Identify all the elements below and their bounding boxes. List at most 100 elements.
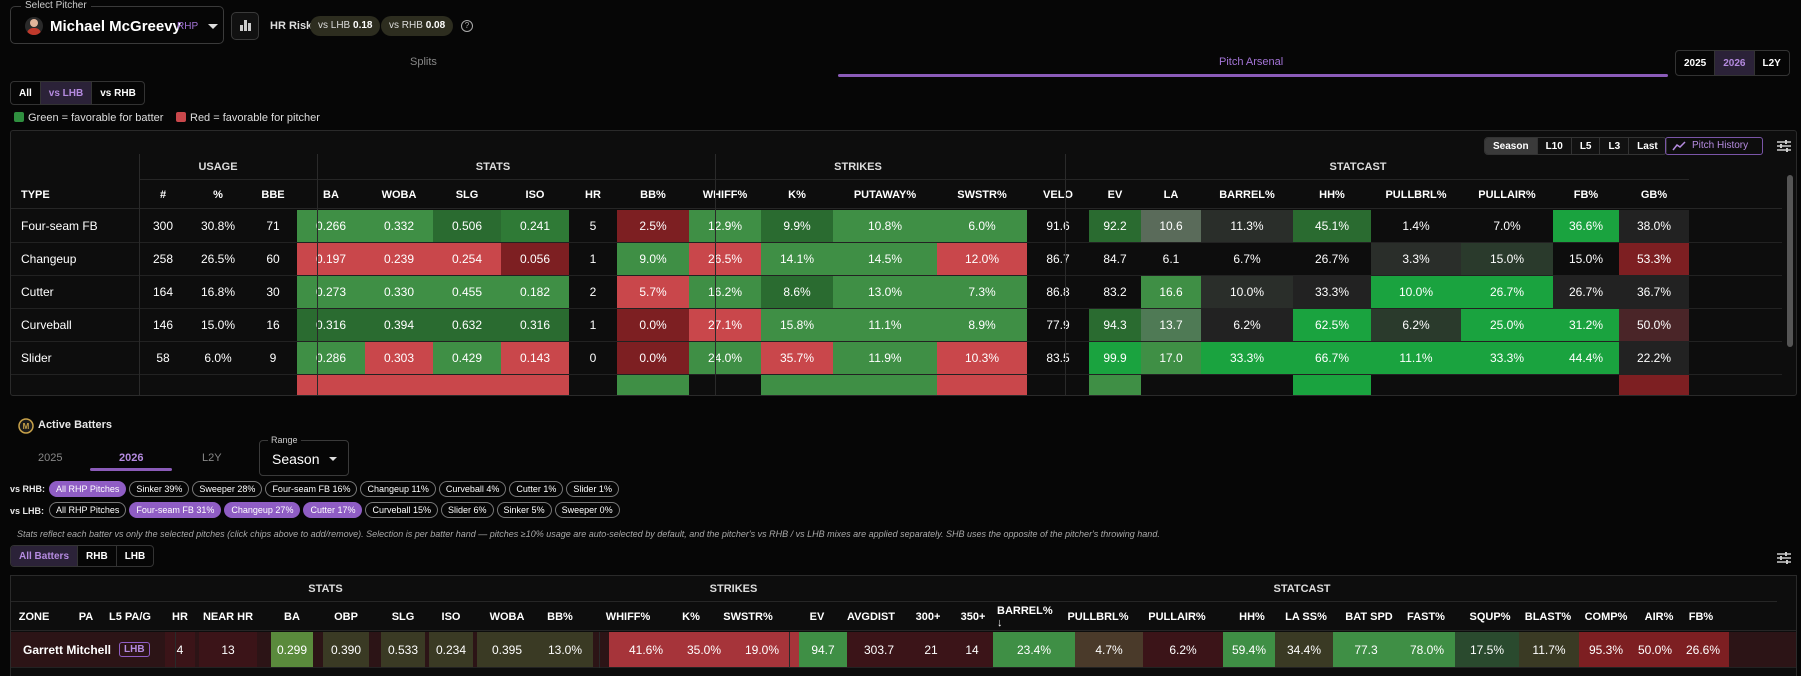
- column-header[interactable]: GB%: [1640, 188, 1668, 201]
- vs-rhb-chip[interactable]: Sweeper 28%: [192, 481, 263, 497]
- column-header[interactable]: PUTAWAY%: [853, 188, 917, 201]
- vs-lhb-chip[interactable]: Changeup 27%: [224, 502, 301, 518]
- column-header[interactable]: BBE: [261, 188, 285, 201]
- settings-sliders-icon[interactable]: [1777, 139, 1791, 153]
- column-header[interactable]: SWSTR%: [957, 188, 1007, 201]
- batter-row[interactable]: Garrett Mitchell LHB 4 13 0.299 0.390 0.533 0.2…: [11, 632, 1796, 668]
- period-l10[interactable]: L10: [1538, 138, 1572, 154]
- filter-vs-rhb[interactable]: vs RHB: [100, 87, 136, 99]
- column-header[interactable]: FB%: [1573, 188, 1599, 201]
- column-header[interactable]: TYPE: [21, 188, 50, 201]
- batters-column-header[interactable]: K%: [682, 610, 700, 623]
- column-header[interactable]: K%: [788, 188, 806, 201]
- year-2026[interactable]: 2026: [1715, 51, 1755, 75]
- vs-rhb-chip[interactable]: Curveball 4%: [438, 481, 507, 497]
- batters-column-header[interactable]: SLG: [391, 610, 415, 623]
- batters-column-header[interactable]: BB%: [547, 610, 573, 623]
- filter-all-batters[interactable]: All Batters: [11, 546, 79, 566]
- period-l5[interactable]: L5: [1572, 138, 1601, 154]
- batters-column-header[interactable]: BAT SPD: [1345, 610, 1393, 623]
- batters-year-2026[interactable]: 2026: [119, 452, 144, 464]
- column-header[interactable]: WOBA: [381, 188, 417, 201]
- column-header[interactable]: LA: [1163, 188, 1179, 201]
- batters-column-header[interactable]: ZONE: [18, 610, 50, 623]
- vs-lhb-chip[interactable]: Sinker 5%: [496, 502, 552, 518]
- column-header[interactable]: HH%: [1319, 188, 1345, 201]
- column-header[interactable]: #: [159, 188, 167, 201]
- period-season[interactable]: Season: [1485, 138, 1538, 154]
- batters-year-l2y[interactable]: L2Y: [202, 452, 222, 464]
- batters-column-header[interactable]: LA SS%: [1285, 610, 1327, 623]
- pitcher-select[interactable]: Select Pitcher Michael McGreevy RHP: [10, 0, 224, 44]
- batters-column-header[interactable]: EV: [809, 610, 825, 623]
- batters-column-header[interactable]: FAST%: [1407, 610, 1445, 623]
- tab-splits[interactable]: Splits: [410, 56, 437, 68]
- column-header[interactable]: BARREL%: [1219, 188, 1275, 201]
- vs-lhb-chip[interactable]: Sweeper 0%: [554, 502, 620, 518]
- help-icon[interactable]: ?: [461, 20, 473, 32]
- column-header[interactable]: EV: [1107, 188, 1123, 201]
- batters-column-header[interactable]: PA: [78, 610, 94, 623]
- batters-column-header[interactable]: FB%: [1688, 610, 1714, 623]
- filter-rhb[interactable]: RHB: [78, 546, 117, 566]
- vs-lhb-chip[interactable]: Slider 6%: [441, 502, 494, 518]
- batters-column-header[interactable]: AIR%: [1644, 610, 1674, 623]
- period-last[interactable]: Last: [1637, 140, 1658, 152]
- vs-rhb-chip[interactable]: Slider 1%: [566, 481, 619, 497]
- batters-column-header[interactable]: PULLAIR%: [1148, 610, 1206, 623]
- column-header[interactable]: BB%: [640, 188, 666, 201]
- table-row[interactable]: Slider 58 6.0% 9 0.286 0.303 0.429 0.143 0 0.0% 24…: [11, 342, 1782, 375]
- column-header[interactable]: HR: [585, 188, 601, 201]
- vs-rhb-chip[interactable]: Cutter 1%: [509, 481, 564, 497]
- batters-column-header[interactable]: HR: [172, 610, 188, 623]
- filter-all[interactable]: All: [11, 82, 41, 104]
- scrollbar-thumb[interactable]: [1787, 175, 1793, 347]
- batters-column-header[interactable]: BLAST%: [1524, 610, 1572, 623]
- pitch-history-button[interactable]: Pitch History: [1665, 137, 1763, 155]
- vs-lhb-chip[interactable]: Four-seam FB 31%: [129, 502, 222, 518]
- batters-column-header[interactable]: BARREL% ↓: [997, 604, 1053, 629]
- range-select[interactable]: Range Season: [259, 435, 349, 476]
- column-header[interactable]: VELO: [1043, 188, 1073, 201]
- batters-column-header[interactable]: HH%: [1239, 610, 1265, 623]
- vs-lhb-chip[interactable]: Curveball 15%: [365, 502, 439, 518]
- batters-year-2025[interactable]: 2025: [38, 452, 63, 464]
- batter-name[interactable]: Garrett Mitchell LHB: [11, 632, 165, 667]
- batters-column-header[interactable]: AVGDIST: [846, 610, 896, 623]
- column-header[interactable]: BA: [323, 188, 339, 201]
- vs-lhb-chip[interactable]: All RHP Pitches: [49, 502, 127, 518]
- table-row[interactable]: Cutter 164 16.8% 30 0.273 0.330 0.455 0.182 2 5.7…: [11, 276, 1782, 309]
- scrollbar[interactable]: [1786, 165, 1794, 393]
- vs-rhb-chip[interactable]: Changeup 11%: [360, 481, 436, 497]
- table-row-partial[interactable]: [11, 375, 1782, 395]
- filter-vs-lhb[interactable]: vs LHB: [40, 82, 93, 104]
- batters-column-header[interactable]: BA: [284, 610, 300, 623]
- batters-column-header[interactable]: WOBA: [489, 610, 525, 623]
- batters-column-header[interactable]: 350+: [960, 610, 986, 623]
- vs-rhb-chip[interactable]: All RHP Pitches: [49, 481, 127, 497]
- batters-column-header[interactable]: SQUP%: [1469, 610, 1511, 623]
- year-l2y[interactable]: L2Y: [1762, 57, 1781, 69]
- settings-sliders-icon[interactable]: [1777, 551, 1791, 565]
- batters-column-header[interactable]: OBP: [334, 610, 358, 623]
- batters-column-header[interactable]: L5 PA/G: [109, 610, 151, 623]
- period-l3[interactable]: L3: [1600, 138, 1630, 154]
- batters-column-header[interactable]: SWSTR%: [723, 610, 773, 623]
- batters-column-header[interactable]: NEAR HR: [202, 610, 254, 623]
- column-header[interactable]: %: [213, 188, 223, 201]
- vs-lhb-chip[interactable]: Cutter 17%: [303, 502, 363, 518]
- vs-rhb-chip[interactable]: Sinker 39%: [129, 481, 190, 497]
- table-row[interactable]: Curveball 146 15.0% 16 0.316 0.394 0.632 0.316 1…: [11, 309, 1782, 342]
- batters-column-header[interactable]: COMP%: [1584, 610, 1628, 623]
- batters-column-header[interactable]: ISO: [441, 610, 461, 623]
- column-header[interactable]: PULLBRL%: [1385, 188, 1447, 201]
- vs-rhb-chip[interactable]: Four-seam FB 16%: [265, 481, 358, 497]
- tab-pitch-arsenal[interactable]: Pitch Arsenal: [1219, 56, 1284, 68]
- year-2025[interactable]: 2025: [1676, 51, 1716, 75]
- table-row[interactable]: Four-seam FB 300 30.8% 71 0.266 0.332 0.506 0.2…: [11, 210, 1782, 243]
- column-header[interactable]: SLG: [455, 188, 479, 201]
- batters-column-header[interactable]: 300+: [915, 610, 941, 623]
- batters-column-header[interactable]: WHIFF%: [605, 610, 651, 623]
- batters-column-header[interactable]: PULLBRL%: [1067, 610, 1129, 623]
- filter-lhb[interactable]: LHB: [124, 550, 146, 562]
